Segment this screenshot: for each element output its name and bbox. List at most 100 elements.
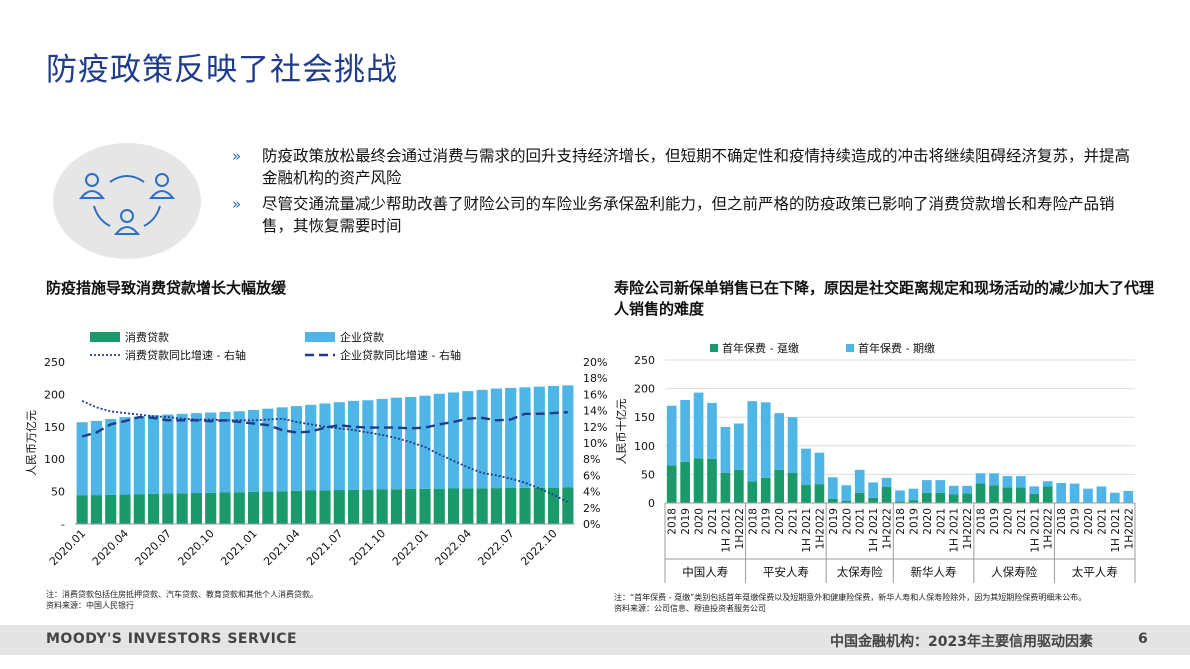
bar-consumer-loan [205, 492, 217, 524]
bar-regular-premium [989, 473, 999, 486]
bar-single-premium [962, 493, 972, 503]
y-tick-label: 200 [44, 388, 65, 401]
bar-corporate-loan [262, 408, 274, 492]
bar-single-premium [801, 484, 811, 503]
bar-single-premium [680, 461, 690, 503]
bar-consumer-loan [533, 487, 545, 524]
x-tick-label: 2018 [747, 508, 759, 535]
bar-single-premium [747, 481, 758, 503]
y-tick-label: 200 [634, 383, 655, 396]
x-tick-label: 1H2022 [1123, 508, 1135, 549]
bar-consumer-loan [419, 488, 431, 524]
bar-consumer-loan [362, 489, 374, 524]
x-tick-label: 2019 [761, 508, 773, 535]
x-tick-label: 2021.01 [218, 527, 259, 568]
bar-regular-premium [680, 400, 690, 462]
legend-swatch [90, 332, 120, 342]
bar-corporate-loan [462, 391, 474, 489]
bar-single-premium [814, 484, 825, 503]
legend-label: 企业贷款 [340, 330, 384, 344]
bar-corporate-loan [505, 387, 517, 488]
legend-label: 消费贷款 [125, 330, 169, 344]
x-tick-label: 1H 2021 [949, 508, 961, 553]
x-tick-label: 2020 [922, 508, 934, 535]
page-title: 防疫政策反映了社会挑战 [46, 52, 398, 88]
bar-single-premium [666, 465, 677, 503]
bar-regular-premium [1069, 483, 1080, 503]
bar-regular-premium [707, 402, 717, 459]
bar-single-premium [881, 486, 892, 503]
bar-corporate-loan [448, 392, 460, 489]
left-chart-title: 防疫措施导致消费贷款增长大幅放缓 [46, 279, 287, 297]
bullet-mark: » [232, 195, 242, 213]
legend-label: 首年保费 - 期缴 [858, 341, 935, 355]
footer-brand: MOODY'S INVESTORS SERVICE [46, 631, 298, 647]
bar-regular-premium [1016, 476, 1026, 488]
bar-regular-premium [881, 477, 892, 487]
bar-consumer-loan [119, 494, 131, 524]
bar-corporate-loan [419, 395, 431, 489]
bar-single-premium [774, 469, 784, 503]
x-tick-label: 1H 2021 [720, 508, 732, 553]
x-tick-label: 2021 [1096, 508, 1108, 535]
bar-regular-premium [948, 485, 959, 495]
y-tick-label: - [61, 518, 65, 531]
bar-regular-premium [1083, 488, 1093, 503]
footer-bar [0, 625, 1190, 655]
bar-corporate-loan [176, 413, 188, 494]
bar-corporate-loan [490, 388, 502, 489]
bar-regular-premium [747, 401, 758, 482]
bar-consumer-loan [90, 495, 102, 524]
bar-consumer-loan [405, 489, 417, 524]
bar-single-premium [720, 472, 731, 503]
bar-single-premium [1002, 487, 1013, 503]
bar-corporate-loan [276, 407, 288, 492]
x-tick-label: 1H2022 [1043, 508, 1055, 549]
bar-corporate-loan [119, 417, 131, 495]
x-tick-label: 2021 [788, 508, 800, 535]
x-tick-label: 2020.07 [133, 527, 174, 568]
bar-single-premium [895, 501, 905, 503]
bar-regular-premium [693, 392, 704, 459]
bar-corporate-loan [519, 387, 531, 488]
right-chart-note: 注：“首年保费 - 趸缴”类别包括首年趸缴保费以及短期意外和健康险保费，新华人寿… [614, 593, 1087, 602]
bar-corporate-loan [348, 400, 360, 490]
legend-swatch [846, 344, 854, 352]
bar-consumer-loan [562, 487, 574, 524]
page-number: 6 [1138, 631, 1148, 647]
bar-regular-premium [975, 473, 986, 484]
bar-corporate-loan [305, 404, 317, 491]
legend-label: 首年保费 - 趸缴 [722, 341, 799, 355]
bar-consumer-loan [433, 488, 445, 524]
bar-consumer-loan [290, 490, 302, 524]
x-tick-label: 2020 [1002, 508, 1014, 535]
bar-consumer-loan [505, 487, 517, 524]
y2-tick-label: 16% [583, 388, 607, 401]
x-tick-label: 2021.07 [304, 527, 345, 568]
bar-regular-premium [908, 488, 919, 501]
bar-regular-premium [828, 477, 838, 499]
bar-regular-premium [962, 485, 972, 494]
bar-corporate-loan [76, 422, 88, 496]
y-tick-label: 100 [44, 453, 65, 466]
bar-regular-premium [787, 417, 798, 473]
bar-regular-premium [841, 485, 852, 501]
bar-corporate-loan [390, 397, 402, 490]
y2-tick-label: 10% [583, 437, 607, 450]
bar-consumer-loan [233, 492, 245, 524]
bar-regular-premium [801, 448, 811, 485]
bar-corporate-loan [376, 398, 388, 490]
footer-report-title: 中国金融机构：2023年主要信用驱动因素 [830, 634, 1093, 650]
right-chart-title: 寿险公司新保单销售已在下降，原因是社交距离规定和现场活动的减少加大了代理人销售的… [614, 279, 1155, 318]
bar-consumer-loan [390, 489, 402, 524]
x-tick-label: 1H 2021 [801, 508, 813, 553]
bar-consumer-loan [162, 493, 174, 524]
x-tick-label: 2018 [1056, 508, 1068, 535]
bar-single-premium [760, 477, 771, 503]
bar-corporate-loan [190, 413, 202, 494]
x-tick-label: 1H 2021 [1029, 508, 1041, 553]
legend-label: 企业贷款同比增速 - 右轴 [340, 348, 461, 362]
people-network-icon [52, 142, 202, 260]
x-tick-label: 2019 [680, 508, 692, 535]
bar-single-premium [693, 458, 704, 503]
